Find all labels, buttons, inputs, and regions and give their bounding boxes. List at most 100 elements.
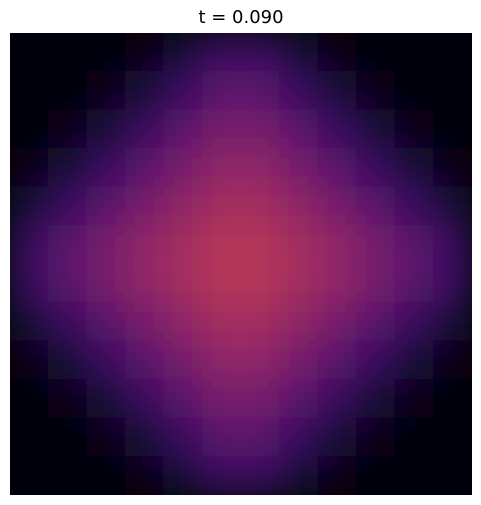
heatmap-cell	[86, 340, 126, 380]
heatmap-cell	[125, 33, 165, 72]
heatmap-cell	[125, 340, 165, 380]
heatmap-cell	[279, 302, 319, 342]
heatmap-cell	[202, 456, 242, 495]
heatmap-cell	[433, 302, 472, 342]
heatmap-cell	[202, 148, 242, 188]
heatmap-cell	[394, 148, 434, 188]
heatmap-cell	[240, 379, 280, 419]
heatmap-cell	[317, 263, 357, 303]
heatmap-cell	[202, 302, 242, 342]
heatmap-cell	[86, 109, 126, 149]
heatmap-cell	[317, 379, 357, 419]
heatmap-cell	[202, 340, 242, 380]
heatmap-cell	[86, 263, 126, 303]
heatmap-cell	[125, 109, 165, 149]
heatmap	[10, 33, 472, 495]
heatmap-cell	[125, 456, 165, 495]
heatmap-cell	[48, 302, 88, 342]
heatmap-cell	[394, 379, 434, 419]
heatmap-cell	[279, 225, 319, 265]
heatmap-cell	[10, 225, 49, 265]
heatmap-cell	[10, 302, 49, 342]
heatmap-cell	[10, 263, 49, 303]
heatmap-cell	[10, 148, 49, 188]
heatmap-cell	[163, 109, 203, 149]
heatmap-cell	[433, 417, 472, 457]
heatmap-cell	[356, 379, 396, 419]
heatmap-cell	[240, 302, 280, 342]
heatmap-cell	[86, 186, 126, 226]
heatmap-cell	[279, 340, 319, 380]
heatmap-cell	[240, 417, 280, 457]
heatmap-cell	[86, 71, 126, 111]
heatmap-cell	[356, 340, 396, 380]
heatmap-cell	[125, 379, 165, 419]
heatmap-cell	[163, 33, 203, 72]
heatmap-cell	[10, 109, 49, 149]
heatmap-cell	[86, 148, 126, 188]
heatmap-cell	[163, 148, 203, 188]
heatmap-cell	[240, 263, 280, 303]
heatmap-cell	[125, 302, 165, 342]
heatmap-cell	[279, 148, 319, 188]
heatmap-cell	[163, 379, 203, 419]
heatmap-cell	[356, 225, 396, 265]
heatmap-cell	[394, 456, 434, 495]
heatmap-cell	[394, 71, 434, 111]
heatmap-cell	[48, 148, 88, 188]
heatmap-cell	[125, 263, 165, 303]
heatmap-cell	[433, 109, 472, 149]
heatmap-cell	[433, 148, 472, 188]
heatmap-cell	[279, 71, 319, 111]
heatmap-cell	[356, 263, 396, 303]
heatmap-cell	[240, 225, 280, 265]
heatmap-cell	[356, 417, 396, 457]
heatmap-cell	[240, 71, 280, 111]
heatmap-cell	[125, 71, 165, 111]
heatmap-cell	[86, 379, 126, 419]
heatmap-cell	[279, 263, 319, 303]
heatmap-cell	[394, 109, 434, 149]
heatmap-cell	[202, 186, 242, 226]
heatmap-cell	[240, 340, 280, 380]
heatmap-cell	[86, 456, 126, 495]
heatmap-cell	[240, 148, 280, 188]
chart-title: t = 0.090	[198, 7, 283, 28]
heatmap-cell	[394, 417, 434, 457]
heatmap-cell	[433, 186, 472, 226]
heatmap-cell	[433, 71, 472, 111]
heatmap-cell	[86, 302, 126, 342]
heatmap-cell	[125, 186, 165, 226]
heatmap-cell	[356, 186, 396, 226]
heatmap-cell	[356, 302, 396, 342]
heatmap-cell	[48, 33, 88, 72]
heatmap-cell	[48, 263, 88, 303]
heatmap-cell	[317, 456, 357, 495]
heatmap-cell	[202, 33, 242, 72]
heatmap-cell	[317, 302, 357, 342]
heatmap-cell	[86, 225, 126, 265]
heatmap-cell	[356, 33, 396, 72]
heatmap-cell	[394, 225, 434, 265]
heatmap-cell	[317, 109, 357, 149]
heatmap-cell	[163, 225, 203, 265]
heatmap-cell	[202, 225, 242, 265]
heatmap-cell	[163, 71, 203, 111]
heatmap-cell	[394, 263, 434, 303]
heatmap-cell	[202, 71, 242, 111]
heatmap-cell	[279, 456, 319, 495]
heatmap-cell	[356, 148, 396, 188]
heatmap-cell	[279, 186, 319, 226]
heatmap-cell	[240, 186, 280, 226]
heatmap-cell	[317, 71, 357, 111]
heatmap-cell	[240, 456, 280, 495]
heatmap-cell	[279, 33, 319, 72]
heatmap-cell	[202, 109, 242, 149]
heatmap-cell	[394, 302, 434, 342]
heatmap-cell	[394, 33, 434, 72]
heatmap-cell	[317, 417, 357, 457]
heatmap-cell	[433, 225, 472, 265]
heatmap-cell	[240, 109, 280, 149]
heatmap-cell	[48, 109, 88, 149]
heatmap-cell	[279, 417, 319, 457]
